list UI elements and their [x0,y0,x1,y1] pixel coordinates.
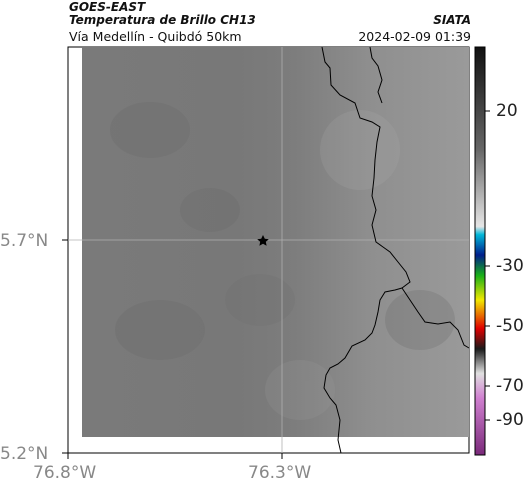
boundary-line [369,46,383,104]
colorbar [474,46,486,456]
boundary-line [401,287,470,349]
colorbar-tick-minus30: -30 [496,256,524,276]
lon-label-76-8: 76.8°W [33,463,97,483]
product-title: Temperatura de Brillo CH13 [69,13,256,27]
satellite-title: GOES-EAST [69,0,146,14]
lat-label-5-7: 5.7°N [0,231,49,251]
lon-label-76-3: 76.3°W [248,463,312,483]
timestamp-label: 2024-02-09 01:39 [358,29,471,44]
site-star-marker [257,235,269,246]
field-texture [110,102,455,420]
organization-label: SIATA [433,13,471,27]
lat-label-5-2: 5.2°N [0,444,49,464]
temperature-field [82,47,469,437]
colorbar-tick-20: 20 [496,101,518,121]
boundary-line [321,46,411,454]
colorbar-tick-minus50: -50 [496,316,524,336]
colorbar-tick-minus90: -90 [496,410,524,430]
colorbar-tick-minus70: -70 [496,376,524,396]
region-subtitle: Vía Medellín - Quibdó 50km [69,29,242,44]
